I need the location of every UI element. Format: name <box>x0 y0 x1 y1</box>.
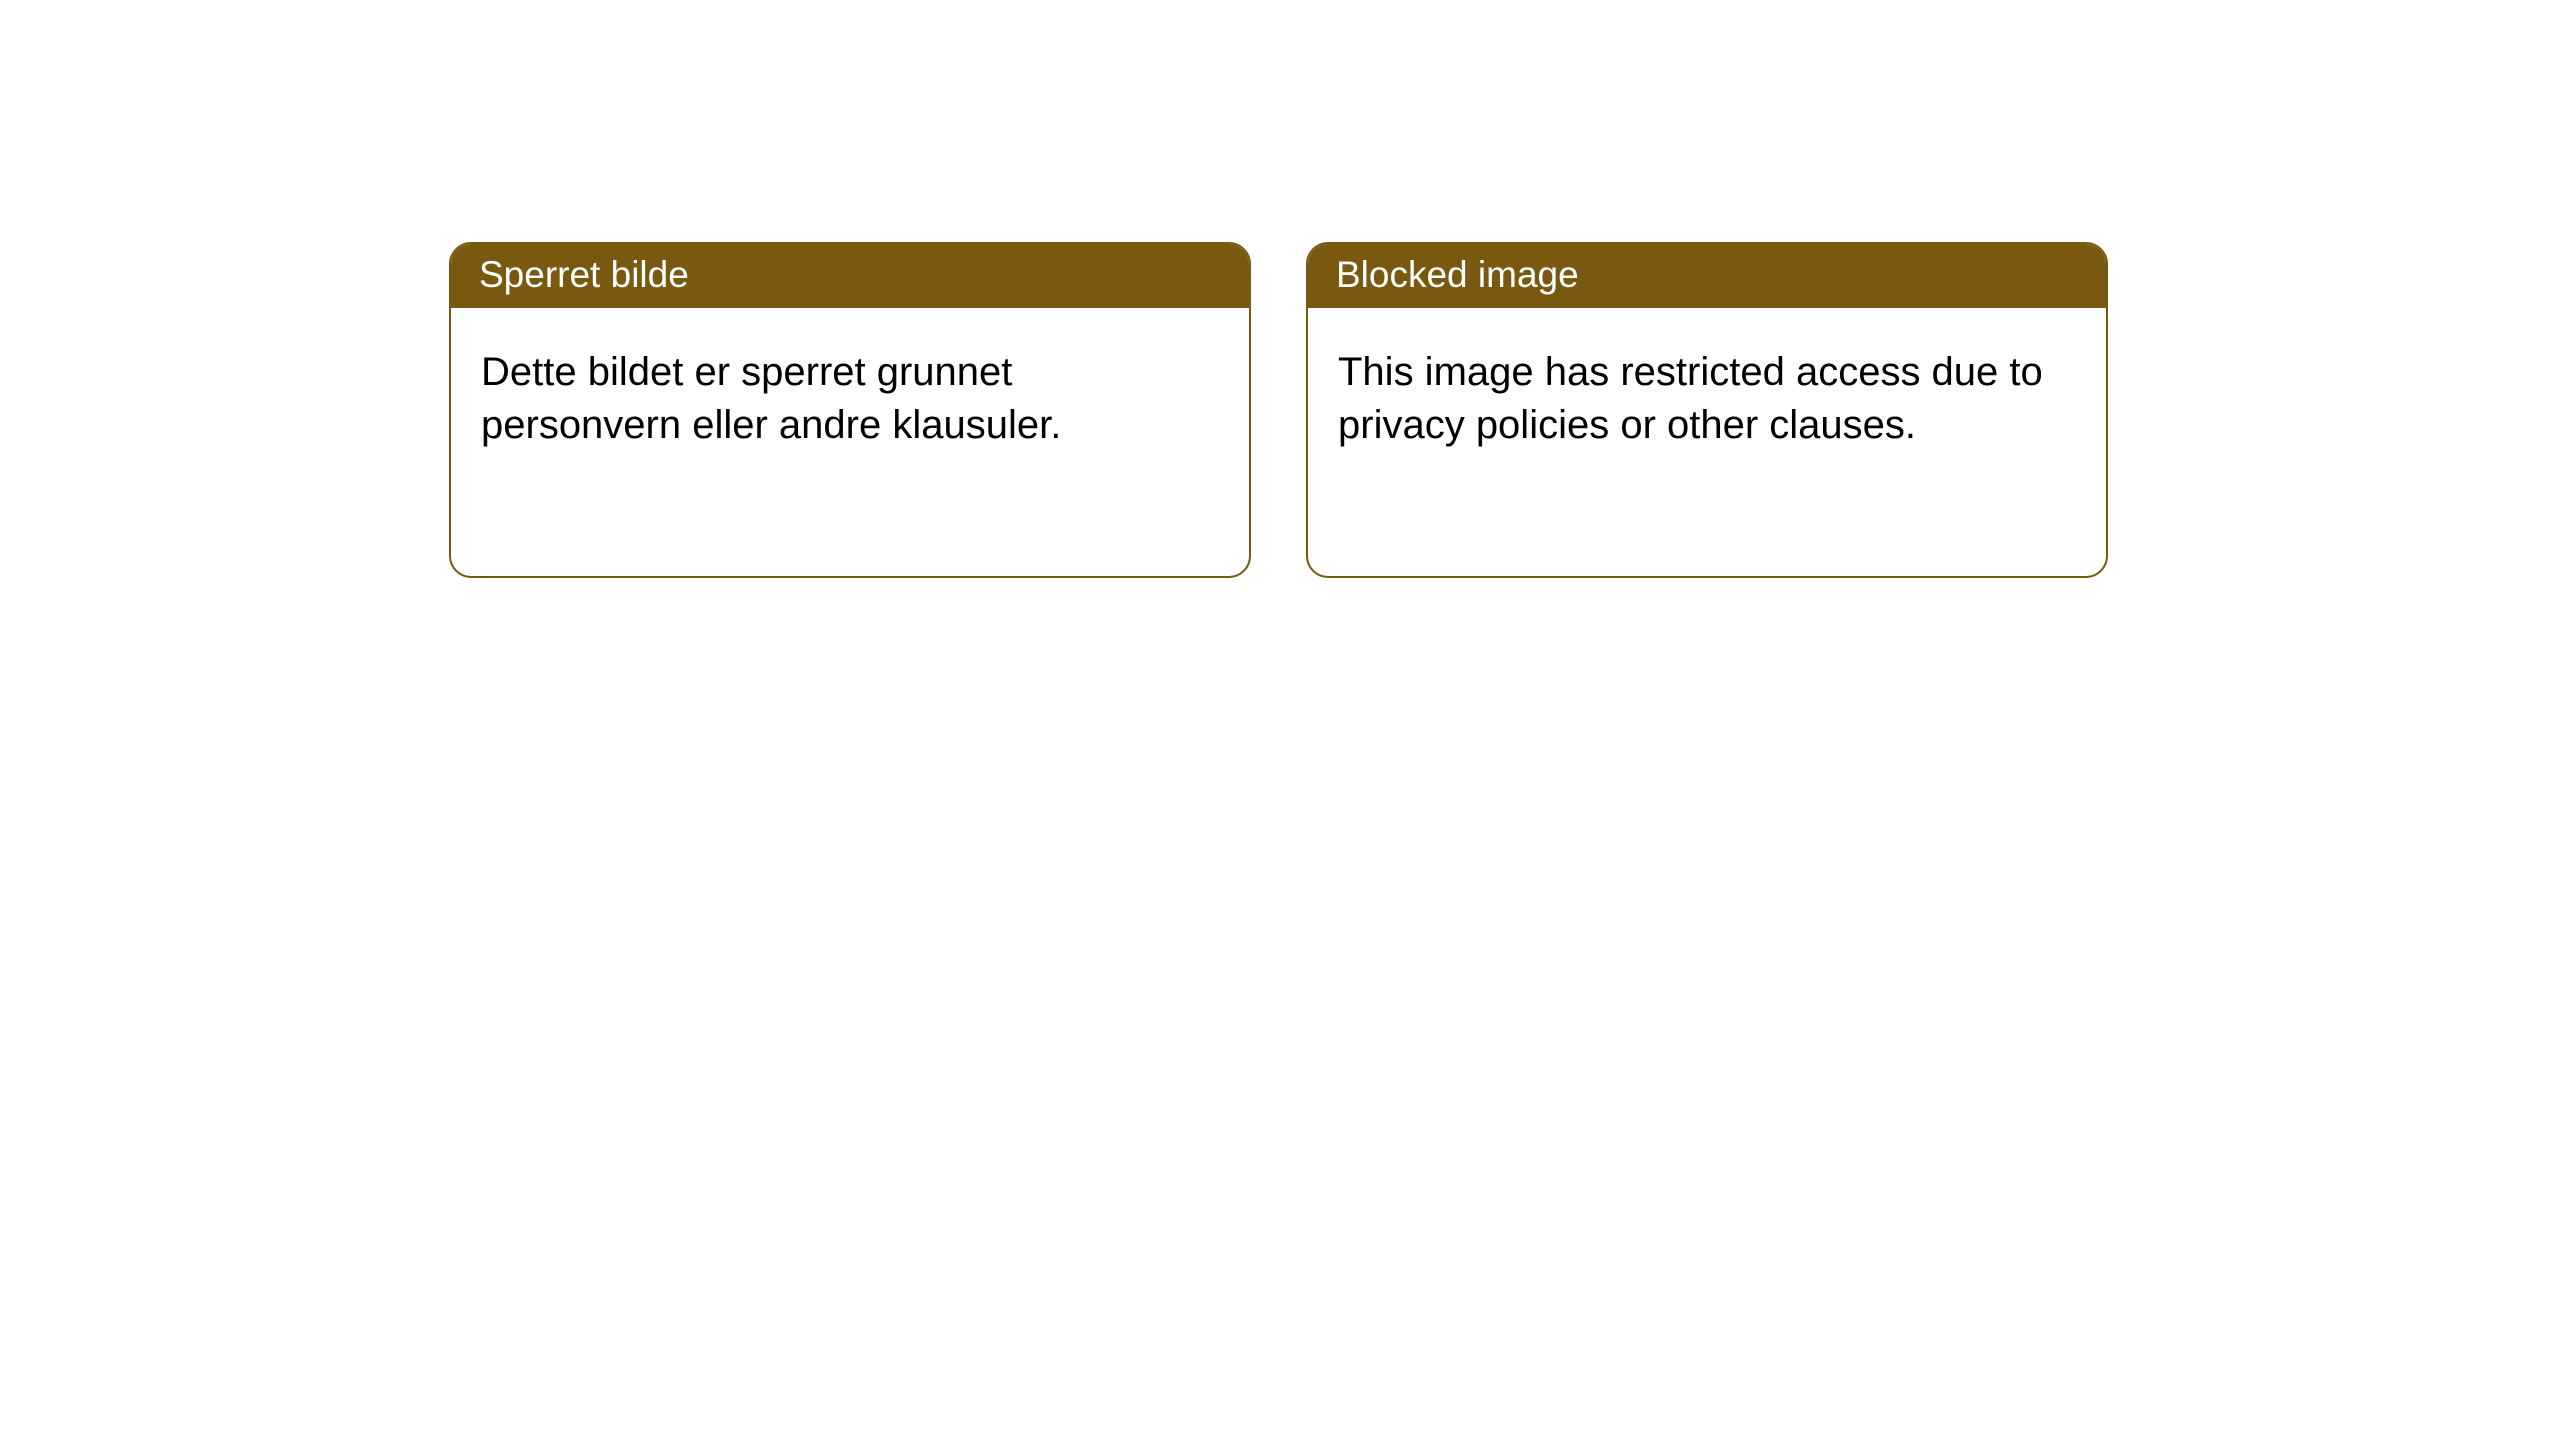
card-body: This image has restricted access due to … <box>1308 308 2106 482</box>
notice-card-english: Blocked image This image has restricted … <box>1306 242 2108 578</box>
card-title: Sperret bilde <box>479 254 689 295</box>
notice-card-norwegian: Sperret bilde Dette bildet er sperret gr… <box>449 242 1251 578</box>
card-body: Dette bildet er sperret grunnet personve… <box>451 308 1249 482</box>
card-body-text: This image has restricted access due to … <box>1338 350 2043 447</box>
card-body-text: Dette bildet er sperret grunnet personve… <box>481 350 1061 447</box>
card-title: Blocked image <box>1336 254 1579 295</box>
card-header: Sperret bilde <box>451 244 1249 308</box>
notice-container: Sperret bilde Dette bildet er sperret gr… <box>449 242 2108 578</box>
card-header: Blocked image <box>1308 244 2106 308</box>
